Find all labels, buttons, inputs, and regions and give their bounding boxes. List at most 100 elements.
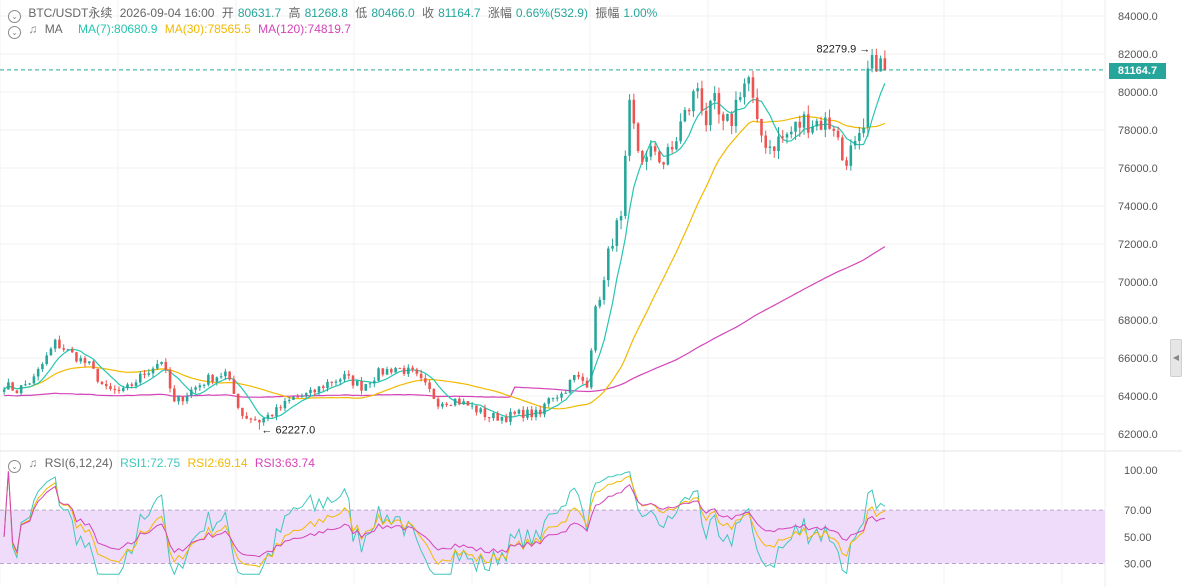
- ma-label: MA: [44, 22, 63, 36]
- candle-body: [79, 358, 82, 362]
- candle-body: [330, 381, 334, 383]
- candle-body: [160, 361, 163, 364]
- candle-body: [824, 117, 827, 130]
- y-tick-label: 66000.0: [1118, 353, 1158, 365]
- chevron-down-icon[interactable]: ⌄: [8, 26, 21, 39]
- candle-body: [858, 133, 861, 142]
- candle-body: [377, 368, 380, 381]
- candle-body: [49, 348, 53, 356]
- change-label: 涨幅: [487, 6, 512, 20]
- candle-body: [466, 401, 470, 406]
- candle-body: [219, 376, 223, 378]
- candle-body: [760, 118, 763, 136]
- candle-body: [177, 396, 180, 402]
- rsi-tick-label: 50.00: [1124, 532, 1152, 544]
- candle-body: [190, 389, 193, 396]
- rsi-tick-label: 100.00: [1124, 465, 1158, 477]
- candle-body: [321, 386, 325, 389]
- candle-body: [568, 380, 572, 393]
- candle-body: [245, 415, 248, 419]
- amplitude-value: 1.00%: [623, 6, 658, 20]
- candle-body: [764, 135, 768, 148]
- candle-body: [479, 408, 482, 413]
- candle-body: [768, 146, 772, 148]
- candle-body: [828, 117, 831, 129]
- candle-body: [849, 145, 853, 166]
- candle-body: [577, 375, 580, 377]
- rsi-legend: ⌄ ♫ RSI(6,12,24) RSI1:72.75 RSI2:69.14 R…: [8, 456, 319, 473]
- candle-body: [717, 93, 721, 115]
- candle-body: [385, 369, 389, 375]
- candle-body: [151, 368, 155, 374]
- candle-body: [883, 58, 887, 70]
- candle-body: [309, 389, 312, 394]
- candle-body: [453, 398, 457, 406]
- candle-body: [364, 384, 368, 391]
- candle-body: [866, 68, 870, 128]
- candle-body: [207, 374, 210, 385]
- bell-icon[interactable]: ♫: [28, 22, 38, 36]
- candle-body: [632, 99, 636, 124]
- rsi1-legend: RSI1:72.75: [120, 456, 181, 470]
- rsi1-line: [3, 471, 886, 576]
- candle-body: [709, 100, 712, 126]
- scale-handle-icon[interactable]: ◀: [1170, 339, 1182, 377]
- y-tick-label: 84000.0: [1118, 11, 1158, 23]
- candle-body: [649, 146, 653, 157]
- candle-body: [772, 146, 776, 152]
- candle-body: [811, 126, 814, 133]
- candle-body: [734, 99, 738, 127]
- candle-body: [815, 120, 819, 127]
- chevron-down-icon[interactable]: ⌄: [8, 10, 21, 23]
- high-label: 高: [288, 6, 301, 20]
- candle-body: [11, 382, 14, 391]
- candle-body: [683, 109, 687, 122]
- candle-body: [853, 141, 857, 146]
- candle-body: [300, 395, 304, 397]
- candle-body: [334, 381, 338, 383]
- candle-body: [15, 390, 19, 394]
- chevron-down-icon[interactable]: ⌄: [8, 460, 21, 473]
- candle-body: [572, 375, 576, 381]
- candle-body: [802, 114, 806, 128]
- candle-body: [555, 397, 559, 399]
- candle-body: [343, 374, 346, 380]
- candle-body: [560, 393, 563, 398]
- last-price-tag: 81164.7: [1109, 63, 1166, 79]
- rsi-band: [0, 510, 1105, 564]
- candle-body: [104, 383, 108, 387]
- rsi3-line: [3, 471, 885, 558]
- candle-body: [692, 91, 695, 112]
- candle-body: [594, 306, 597, 351]
- bell-icon[interactable]: ♫: [28, 456, 38, 470]
- candle-body: [436, 398, 440, 407]
- candle-body: [45, 355, 48, 365]
- candle-body: [590, 350, 593, 388]
- datetime-label: 2026-09-04 16:00: [119, 6, 215, 20]
- close-value: 81164.7: [438, 6, 481, 20]
- candle-body: [262, 418, 265, 423]
- candle-body: [607, 248, 610, 281]
- candle-body: [258, 420, 261, 423]
- ma120-line: [4, 246, 886, 398]
- candle-body: [296, 396, 299, 398]
- candle-body: [249, 418, 253, 420]
- candle-body: [743, 83, 746, 98]
- candle-body: [530, 409, 533, 418]
- candle-body: [713, 93, 716, 101]
- candle-body: [662, 162, 665, 165]
- y-tick-label: 62000.0: [1118, 429, 1158, 441]
- candle-body: [789, 131, 793, 135]
- candle-body: [83, 358, 87, 364]
- candle-body: [381, 368, 385, 375]
- candle-body: [419, 373, 423, 379]
- candle-body: [700, 88, 704, 111]
- candle-body: [432, 388, 436, 399]
- candle-body: [862, 127, 865, 134]
- candle-body: [53, 339, 57, 349]
- candle-body: [224, 371, 227, 377]
- candle-body: [28, 383, 31, 385]
- candle-body: [521, 409, 525, 418]
- candle-body: [415, 369, 419, 374]
